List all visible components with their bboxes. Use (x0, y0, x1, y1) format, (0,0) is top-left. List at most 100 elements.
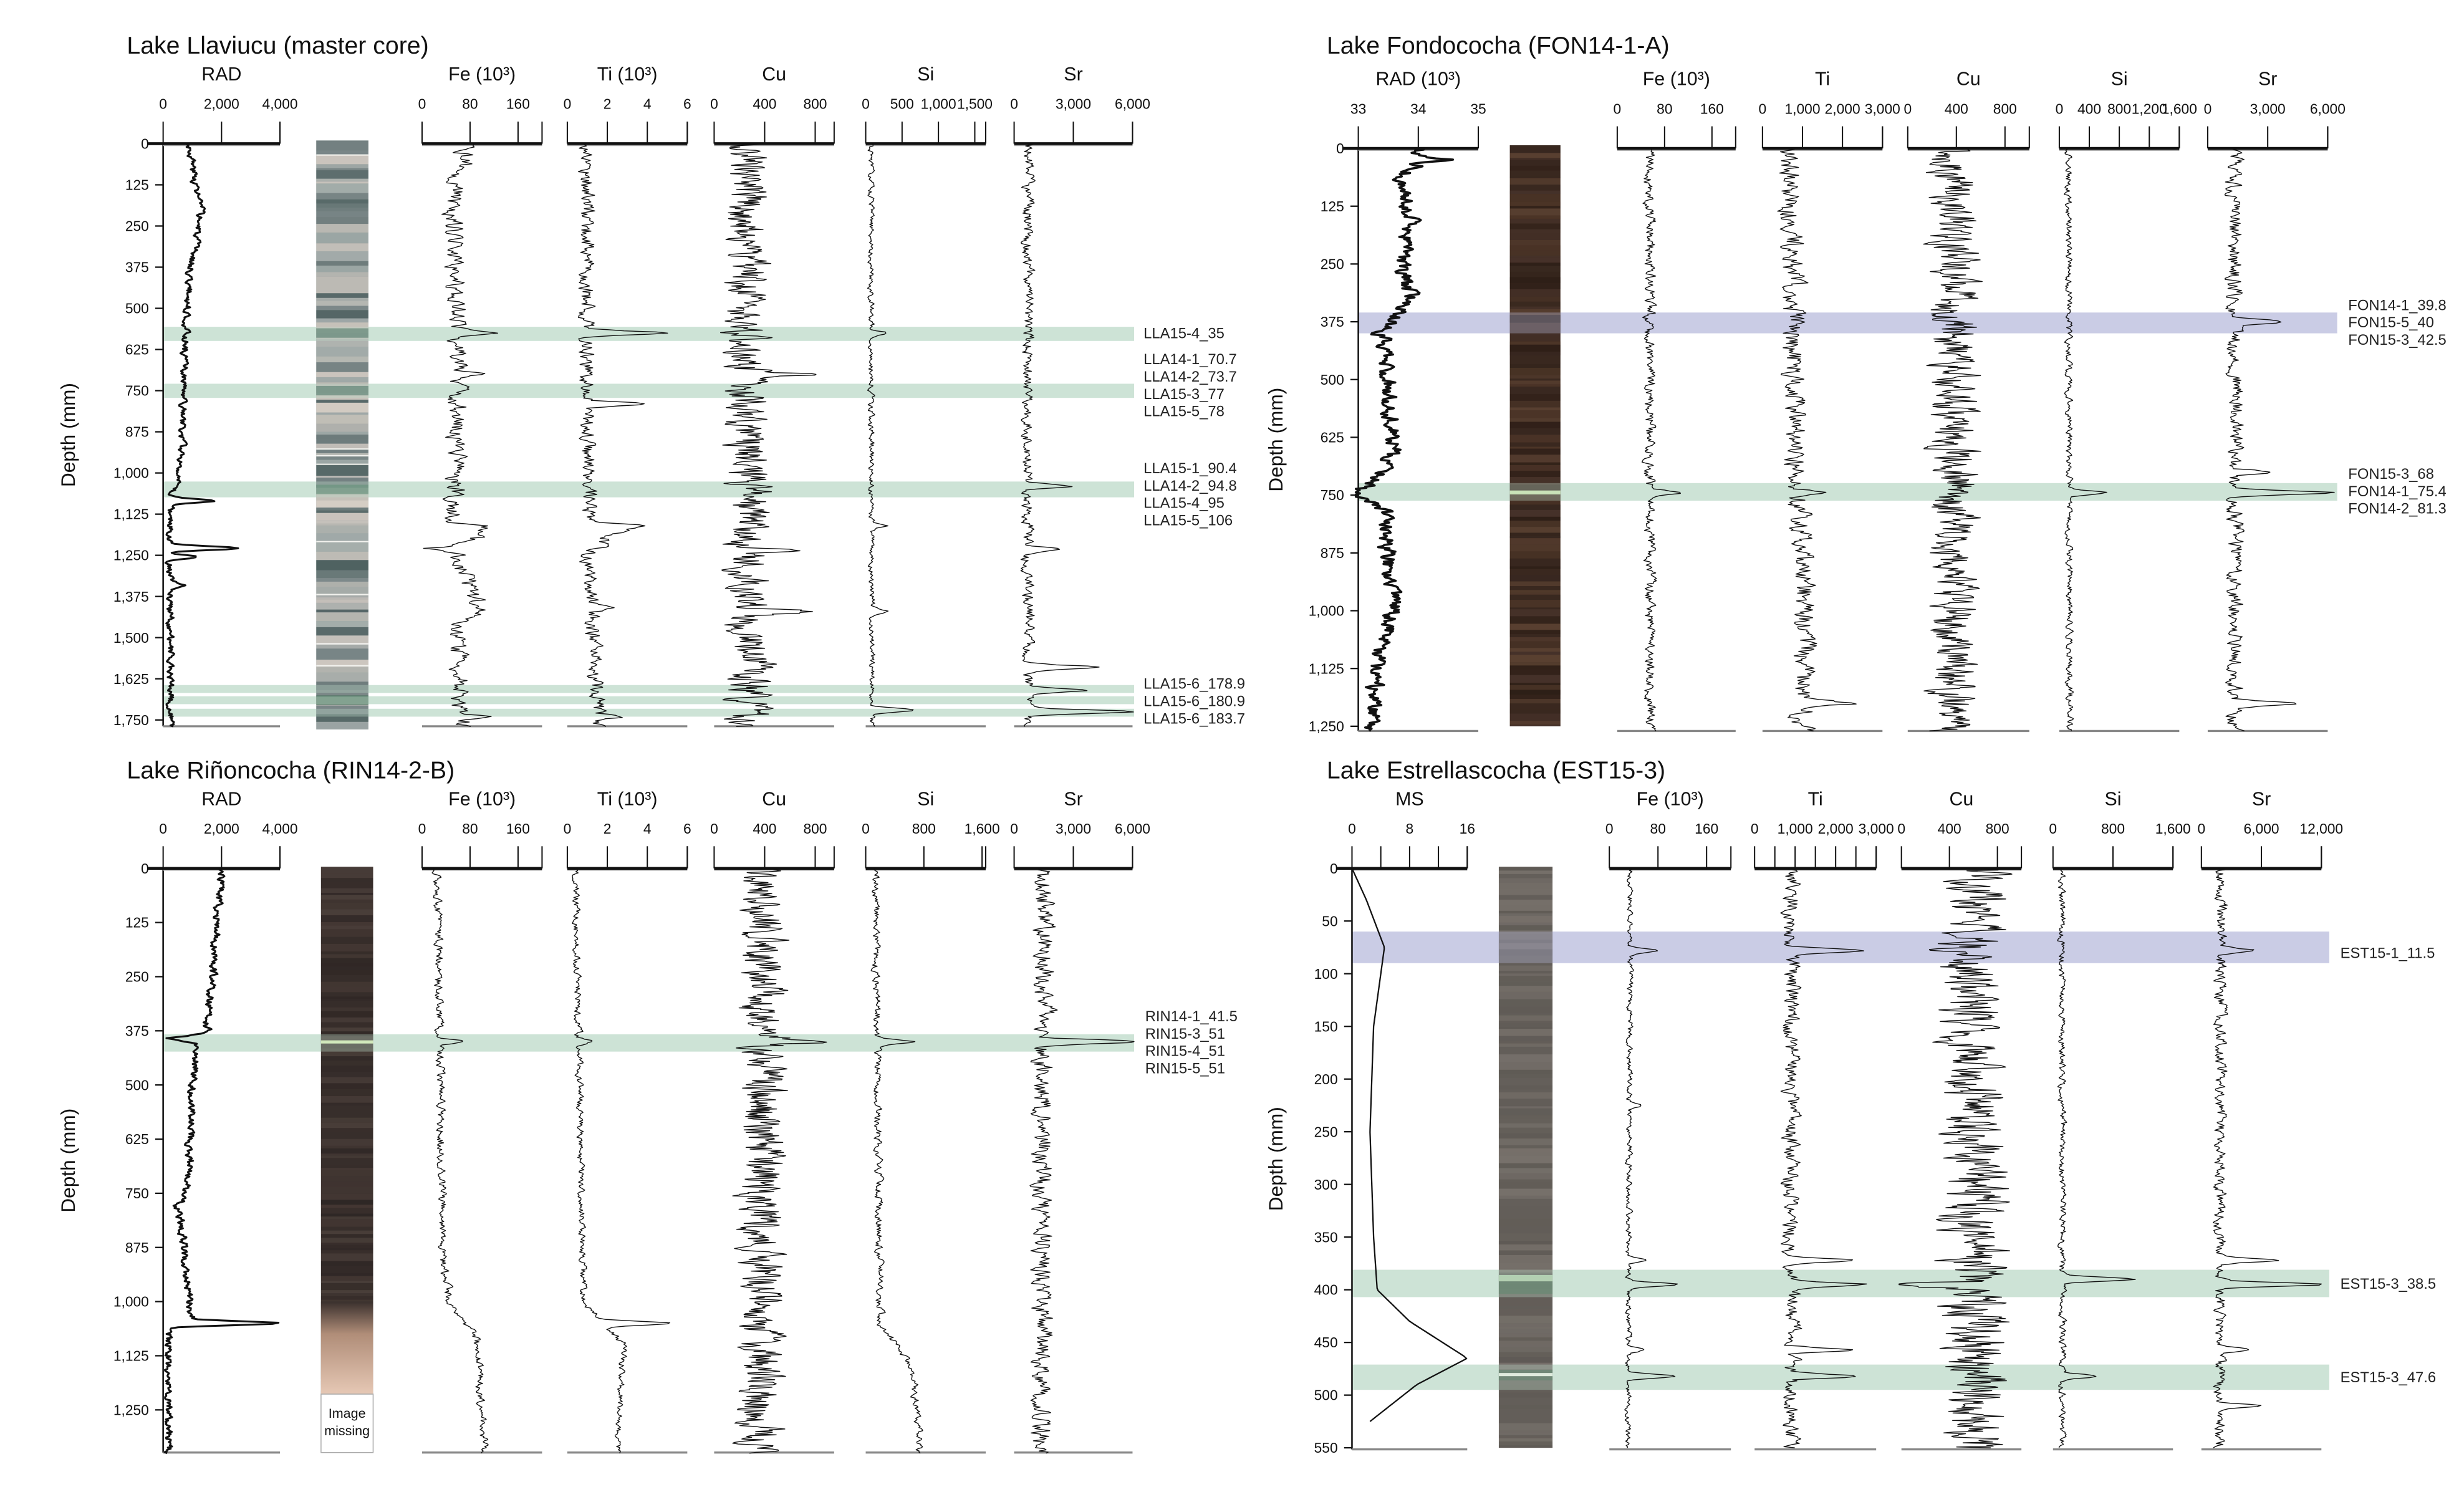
column-tick-label: 0 (564, 96, 572, 112)
core-photo-tephra-layer (316, 328, 368, 338)
core-photo-layer (320, 1244, 373, 1248)
depth-tick-label: 250 (1314, 1124, 1338, 1140)
column-tick-label: 2,000 (204, 821, 239, 837)
column-title: Ti (10³) (597, 788, 658, 809)
core-photo-lower-section (320, 1301, 373, 1394)
panel-lake-llaviucu-master-core: Lake Llaviucu (master core) 0 125 250 375 500… (57, 32, 1245, 729)
core-image (320, 867, 373, 1394)
core-photo-layer (1509, 283, 1561, 289)
core-photo-layer (320, 1250, 373, 1254)
core-photo-layer (320, 1186, 373, 1194)
core-photo-layer (1498, 976, 1553, 982)
column-tick-label: 2,000 (1825, 100, 1860, 117)
core-photo-layer (1498, 991, 1553, 999)
core-photo-layer (1509, 296, 1561, 302)
core-photo-layer (1498, 1046, 1553, 1055)
column-tick-label: 1,500 (957, 96, 993, 112)
column-rad: RAD (10³) 33 34 35 (1342, 69, 1486, 733)
depth-tick-label: 400 (1314, 1282, 1338, 1298)
event-label: FON14-2_81.3 (2348, 501, 2446, 517)
core-photo-layer (1498, 1254, 1553, 1263)
depth-tick-label: 750 (1321, 487, 1344, 503)
depth-tick-label: 625 (125, 342, 149, 358)
column-title: Cu (1956, 69, 1981, 90)
core-photo-layer (320, 1028, 373, 1032)
depth-axis-label: Depth (mm) (57, 1109, 79, 1213)
column-tick-label: 3,000 (1859, 821, 1894, 837)
core-photo-layer (1509, 569, 1561, 575)
depth-tick-label: 375 (1321, 314, 1344, 330)
event-label: LLA15-4_95 (1143, 495, 1225, 512)
trace-ti (577, 143, 668, 727)
core-photo-layer (320, 1077, 373, 1084)
core-photo-layer (320, 1083, 373, 1089)
event-band (163, 708, 1134, 717)
core-photo-layer (320, 915, 373, 922)
column-tick-label: 800 (912, 821, 936, 837)
event-bands (163, 327, 1134, 717)
core-photo-layer (320, 1153, 373, 1156)
column-si: Si 0 800 1,600 (862, 788, 1000, 1454)
depth-tick-label: 750 (125, 383, 149, 399)
column-tick-label: 800 (2107, 100, 2131, 117)
event-labels: EST15-1_11.5 EST15-3_38.5 EST15-3_47.6 (2341, 945, 2436, 1386)
core-photo-layer (316, 393, 368, 400)
core-photo-layer (316, 435, 368, 440)
core-photo-layer (320, 1122, 373, 1129)
core-photo-layer (1498, 1173, 1553, 1180)
core-photo-layer (320, 936, 373, 944)
core-photo-layer (1498, 1099, 1553, 1107)
column-rad: RAD 0 2,000 4,000 (147, 64, 298, 728)
trace-sr (2213, 868, 2322, 1448)
core-photo-layer (1498, 874, 1553, 878)
core-photo-layer (316, 721, 368, 729)
event-bands (1358, 312, 2337, 501)
core-photo-layer (320, 1089, 373, 1097)
core-photo-layer (316, 493, 368, 501)
core-photo-layer (1498, 943, 1553, 950)
core-photo-layer (1498, 925, 1553, 931)
column-tick-label: 400 (1938, 821, 1961, 837)
core-photo-layer (320, 1238, 373, 1243)
core-photo-layer (320, 1145, 373, 1148)
core-photo-layer (1498, 986, 1553, 992)
event-band (163, 696, 1134, 705)
core-photo-layer (1509, 330, 1561, 333)
core-photo-layer (316, 150, 368, 156)
core-photo-layer (320, 1117, 373, 1123)
core-photo-layer (1509, 581, 1561, 587)
core-photo-layer (316, 551, 368, 561)
core-photo-layer (316, 542, 368, 552)
core-photo-layer (1498, 910, 1553, 913)
core-photo-layer (320, 1011, 373, 1018)
core-photo-layer (1498, 1323, 1553, 1327)
core-photo-layer (1498, 1244, 1553, 1251)
core-photo-layer (320, 1273, 373, 1276)
trace-sr (1029, 868, 1135, 1454)
trace-rad (163, 868, 280, 1455)
column-tick-label: 1,600 (2162, 100, 2197, 117)
trace-fe (1624, 868, 1678, 1448)
core-photo-layer (1509, 418, 1561, 422)
core-photo-layer (1498, 1163, 1553, 1168)
core-photo-layer (316, 513, 368, 521)
panel-title: Lake Llaviucu (master core) (127, 32, 428, 59)
column-title: Cu (762, 788, 786, 809)
core-photo-layer (1498, 1226, 1553, 1234)
core-photo-lamina (316, 154, 368, 156)
column-tick-label: 6,000 (2244, 821, 2279, 837)
depth-tick-label: 1,500 (113, 630, 149, 646)
core-photo-layer (1509, 521, 1561, 527)
core-photo-layer (1498, 965, 1553, 971)
column-fe: Fe (10³) 0 80 160 (1614, 69, 1736, 733)
depth-tick-label: 625 (1321, 430, 1344, 446)
depth-tick-label: 50 (1322, 913, 1337, 929)
event-label: FON15-5_40 (2348, 314, 2434, 331)
core-photo-layer (320, 1148, 373, 1154)
core-photo-layer (1498, 1036, 1553, 1041)
core-photo-layer (320, 999, 373, 1001)
core-photo-layer (1498, 1041, 1553, 1044)
core-photo-layer (1509, 551, 1561, 559)
event-bands (163, 1034, 1134, 1052)
column-tick-label: 4 (643, 821, 652, 837)
